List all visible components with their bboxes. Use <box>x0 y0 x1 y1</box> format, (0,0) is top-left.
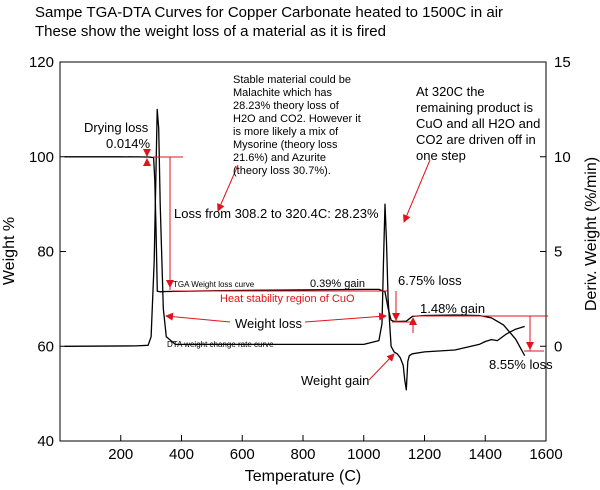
series-layer <box>64 108 526 391</box>
gain-039-label: 0.39% gain <box>310 278 365 290</box>
y-axis-left-label: Weight % <box>1 217 18 285</box>
y-right-tick-label: 0 <box>554 338 562 355</box>
at320-line-4: CO2 are driven off in <box>416 132 536 147</box>
drying-loss-value: 0.014% <box>106 136 151 151</box>
weight-gain-label: Weight gain <box>301 373 369 388</box>
at-320c-arrow <box>403 159 431 223</box>
x-tick-label: 600 <box>230 446 255 463</box>
note-line-4: H2O and CO2. However it <box>233 113 361 125</box>
x-tick-label: 200 <box>108 446 133 463</box>
x-axis-ticks: 200 400 600 800 1000 1200 1400 1600 <box>108 435 563 463</box>
at320-line-1: At 320C the <box>416 84 485 99</box>
y-tick-label: 100 <box>29 149 54 166</box>
annotation-texts: Drying loss 0.014% Stable material could… <box>84 74 553 388</box>
note-line-5: is more likely a mix of <box>233 126 339 138</box>
dta-curve-label: DTA weight change rate curve <box>167 340 274 349</box>
weight-loss-arrow-right <box>304 312 387 323</box>
x-axis-label: Temperature (C) <box>245 468 361 485</box>
stable-material-arrow <box>217 164 239 212</box>
note-line-6: Mysorine (theory loss <box>233 139 338 151</box>
heat-stability-label: Heat stability region of CuO <box>220 293 355 305</box>
at-320c-note: At 320C the remaining product is CuO and… <box>416 84 540 163</box>
at320-line-2: remaining product is <box>416 100 534 115</box>
loss-range-label: Loss from 308.2 to 320.4C: 28.23% <box>174 206 379 221</box>
y-right-tick-label: 5 <box>554 244 562 261</box>
chart-subtitle: These show the weight loss of a material… <box>35 23 386 40</box>
y-tick-label: 120 <box>29 54 54 71</box>
drying-loss-label: Drying loss <box>84 120 149 135</box>
y-axis-right-ticks: 0 5 10 15 <box>540 54 571 355</box>
loss-675-label: 6.75% loss <box>398 273 462 288</box>
x-tick-label: 800 <box>290 446 315 463</box>
loss-855-label: 8.55% loss <box>489 357 553 372</box>
tga-weight-curve <box>64 156 526 357</box>
y-tick-label: 40 <box>37 433 54 450</box>
gain-148-label: 1.48% gain <box>420 301 485 316</box>
x-tick-label: 1600 <box>529 446 562 463</box>
note-line-7: 21.6%) and Azurite <box>233 152 326 164</box>
y-axis-right-label: Deriv. Weight (%/min) <box>583 157 600 311</box>
weight-gain-arrow <box>368 353 395 381</box>
note-line-3: 28.23% theory loss of <box>233 100 340 112</box>
note-line-8: (theory loss 30.7%). <box>233 165 331 177</box>
weight-loss-arrow-left <box>165 312 231 323</box>
note-line-2: Malachite which has <box>233 87 333 99</box>
note-line-1: Stable material could be <box>233 74 351 86</box>
y-right-tick-label: 10 <box>554 149 571 166</box>
y-tick-label: 80 <box>37 244 54 261</box>
x-tick-label: 400 <box>169 446 194 463</box>
y-tick-label: 60 <box>37 338 54 355</box>
stable-material-note: Stable material could be Malachite which… <box>233 74 361 177</box>
at320-line-3: CuO and all H2O and <box>416 116 540 131</box>
dta-rate-curve <box>64 108 525 391</box>
weight-loss-label: Weight loss <box>235 316 302 331</box>
x-tick-label: 1000 <box>347 446 380 463</box>
x-tick-label: 1400 <box>469 446 502 463</box>
y-right-tick-label: 15 <box>554 54 571 71</box>
chart-title: Sampe TGA-DTA Curves for Copper Carbonat… <box>35 4 503 21</box>
at320-line-5: one step <box>416 148 466 163</box>
annotation-arrows <box>143 149 548 381</box>
y-axis-left-ticks: 40 60 80 100 120 <box>29 54 66 450</box>
tga-curve-label: TGA Weight loss curve <box>173 280 255 289</box>
x-tick-label: 1200 <box>408 446 441 463</box>
